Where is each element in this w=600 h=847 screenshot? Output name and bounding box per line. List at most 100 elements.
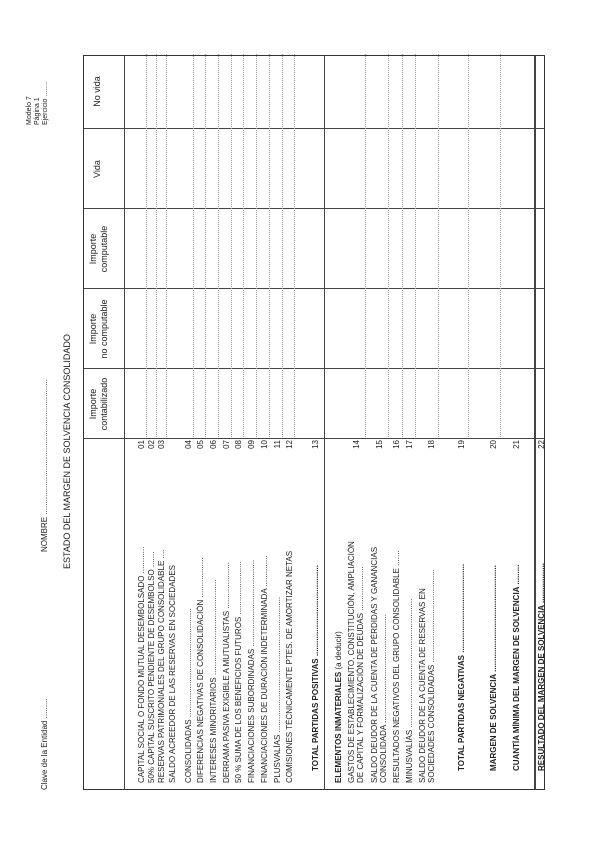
text: SALDO DEUDOR DE LA CUENTA DE PÉRDIDAS Y … — [370, 546, 379, 783]
text: 01 — [137, 440, 146, 449]
model-info: Modelo 7 Página 1 Ejercicio ........ — [26, 81, 50, 125]
ejercicio: Ejercicio ........ — [42, 81, 49, 125]
nombre: NOMBRE .................................… — [40, 379, 49, 552]
text: 10 — [260, 440, 269, 449]
nombre-value: ........................................… — [40, 379, 49, 515]
text: 07 — [222, 440, 231, 449]
solvency-table: Importe contabilizado Importe no computabl… — [83, 54, 546, 790]
col-importe-contabilizado: Importe contabilizado — [88, 369, 110, 439]
text: ELEMENTOS INMATERIALES — [334, 671, 343, 783]
col-importe-computable: Importe computable — [88, 209, 110, 289]
text: 18 — [427, 440, 436, 449]
text: 20 — [489, 440, 498, 449]
text: 12 — [285, 440, 294, 449]
text: contabilizado — [99, 377, 109, 431]
text: DERRAMA PASIVA EXIGIBLE A MUTUALISTAS ..… — [222, 562, 231, 783]
text: 50 % SUMA DE LOS BENEFICIOS FUTUROS ....… — [234, 561, 243, 783]
entry-line — [218, 54, 219, 437]
text: Vida — [92, 160, 102, 178]
entry-line — [500, 54, 501, 437]
text: 14 — [352, 440, 361, 449]
text: 19 — [457, 440, 466, 449]
divider — [124, 56, 125, 789]
entry-line — [231, 54, 232, 437]
modelo: Modelo 7 — [26, 96, 33, 125]
text: No vida — [92, 76, 102, 107]
entry-line — [269, 54, 270, 437]
entry-line — [193, 54, 194, 437]
entry-line — [256, 54, 257, 437]
text: 13 — [311, 440, 320, 449]
text: INTERESES MINORITARIOS .................… — [209, 579, 218, 783]
text: RESERVAS PATRIMONIALES DEL GRUPO CONSOLI… — [157, 549, 166, 783]
cell: GASTOS DE ESTABLECIMIENTO, CONSTITUCIÓN,… — [347, 453, 365, 783]
divider — [84, 368, 544, 369]
entry-line — [388, 54, 389, 437]
text: SOCIEDADES CONSOLIDADAS ................… — [427, 569, 436, 783]
text: CAPITAL SOCIAL O FONDO MUTUAL DESEMBOLSA… — [137, 546, 146, 783]
text: 02 — [147, 440, 156, 449]
text: TOTAL PARTIDAS POSITIVAS ...............… — [311, 565, 320, 771]
text: FINANCIACIONES SUBORDINADAS ............… — [247, 559, 256, 783]
col-importe-no-computable: Importe no computable — [88, 289, 110, 369]
col-vida: Vida — [92, 129, 103, 209]
divider — [84, 288, 544, 289]
entry-line — [243, 54, 244, 437]
entry-line — [282, 54, 283, 437]
entry-line — [402, 54, 403, 437]
col-no-vida: No vida — [92, 54, 103, 129]
text: Importe — [88, 313, 98, 345]
text: CONSOLIDADAS ...........................… — [184, 608, 193, 783]
text: (a deducir) — [334, 631, 343, 670]
entry-line — [438, 54, 439, 437]
text: 06 — [209, 440, 218, 449]
divider — [534, 56, 536, 789]
nombre-label: NOMBRE — [40, 516, 49, 552]
text: DE CAPITAL Y FORMALIZACIÓN DE DEUDAS ...… — [356, 566, 365, 783]
text: 09 — [247, 440, 256, 449]
text: 21 — [512, 440, 521, 449]
cell: ELEMENTOS INMATERIALES (a deducir) — [334, 453, 343, 783]
text: RESULTADOS NEGATIVOS DEL GRUPO CONSOLIDA… — [392, 550, 401, 783]
clave-entidad: Clave de la Entidad ......... — [40, 698, 49, 790]
text: MINUSVALÍAS ............................… — [405, 598, 414, 783]
entry-line — [205, 54, 206, 437]
divider — [84, 438, 544, 439]
text: 15 — [375, 440, 384, 449]
text: FINANCIACIONES DE DURACIÓN INDETERMINADA… — [260, 555, 269, 783]
entry-line — [294, 54, 295, 437]
text: 17 — [405, 440, 414, 449]
page-title: ESTADO DEL MARGEN DE SOLVENCIA CONSOLIDA… — [62, 334, 72, 569]
text: DIFERENCIAS NEGATIVAS DE CONSOLIDACIÓN .… — [196, 557, 205, 783]
divider — [84, 208, 544, 209]
text: PLUSVALÍAS .............................… — [273, 596, 282, 783]
text: computable — [99, 225, 109, 273]
text: 22 — [537, 440, 546, 449]
text: CUANTÍA MÍNIMA DEL MARGEN DE SOLVENCIA .… — [512, 564, 521, 771]
text: Importe — [88, 388, 98, 420]
text: 08 — [234, 440, 243, 449]
entry-line — [415, 54, 416, 437]
text: 03 — [157, 440, 166, 449]
text: 05 — [196, 440, 205, 449]
clave-value: ......... — [40, 698, 49, 719]
entry-line — [166, 54, 167, 437]
text: 04 — [184, 440, 193, 449]
text: 50% CAPITAL SUSCRITO PENDIENTE DE DESEMB… — [147, 551, 156, 783]
text: no computable — [99, 299, 109, 359]
divider — [84, 128, 544, 129]
text: 16 — [392, 440, 401, 449]
entry-line — [146, 54, 147, 437]
entry-line — [365, 54, 366, 437]
text: Importe — [88, 233, 98, 265]
pagina: Página 1 — [34, 97, 41, 125]
divider — [324, 56, 325, 789]
cell: SALDO DEUDOR DE LA CUENTA DE RESERVAS EN… — [418, 453, 436, 783]
text: CONSOLIDADA ............................… — [379, 614, 388, 783]
clave-label: Clave de la Entidad — [40, 720, 49, 790]
text: GASTOS DE ESTABLECIMIENTO, CONSTITUCIÓN,… — [347, 541, 356, 783]
text: SALDO DEUDOR DE LA CUENTA DE RESERVAS EN — [418, 588, 427, 783]
text: MARGEN DE SOLVENCIA ....................… — [489, 565, 498, 771]
